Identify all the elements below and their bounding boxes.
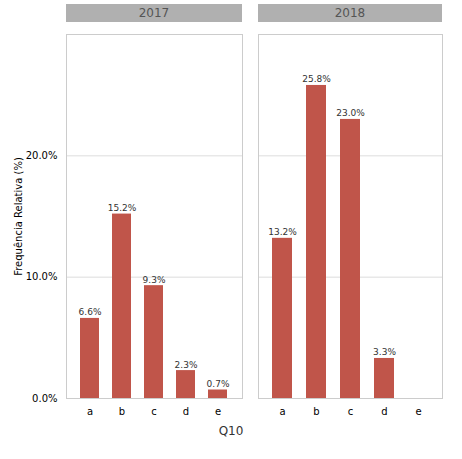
svg-text:10.0%: 10.0% — [26, 271, 58, 282]
svg-text:d: d — [381, 406, 387, 417]
svg-text:20.0%: 20.0% — [26, 150, 58, 161]
svg-text:0.0%: 0.0% — [32, 393, 57, 404]
svg-text:e: e — [415, 406, 421, 417]
svg-text:a: a — [87, 406, 93, 417]
svg-text:0.7%: 0.7% — [207, 379, 230, 389]
svg-text:9.3%: 9.3% — [143, 275, 166, 285]
svg-text:b: b — [119, 406, 125, 417]
svg-text:Frequência Relativa (%): Frequência Relativa (%) — [13, 157, 24, 276]
svg-text:15.2%: 15.2% — [108, 203, 137, 213]
svg-text:b: b — [313, 406, 319, 417]
svg-text:2.3%: 2.3% — [175, 360, 198, 370]
svg-text:d: d — [183, 406, 189, 417]
svg-text:e: e — [215, 406, 221, 417]
html-text:Q10: Q10 — [218, 424, 244, 438]
svg-text:c: c — [348, 406, 354, 417]
svg-text:6.6%: 6.6% — [79, 307, 102, 317]
svg-text:c: c — [151, 406, 157, 417]
html-text:2018: 2018 — [334, 6, 366, 20]
svg-text:a: a — [279, 406, 285, 417]
svg-text:3.3%: 3.3% — [373, 347, 396, 357]
svg-text:23.0%: 23.0% — [336, 108, 365, 118]
svg-text:13.2%: 13.2% — [268, 227, 297, 237]
html-text:2017: 2017 — [138, 6, 170, 20]
svg-text:25.8%: 25.8% — [302, 74, 331, 84]
